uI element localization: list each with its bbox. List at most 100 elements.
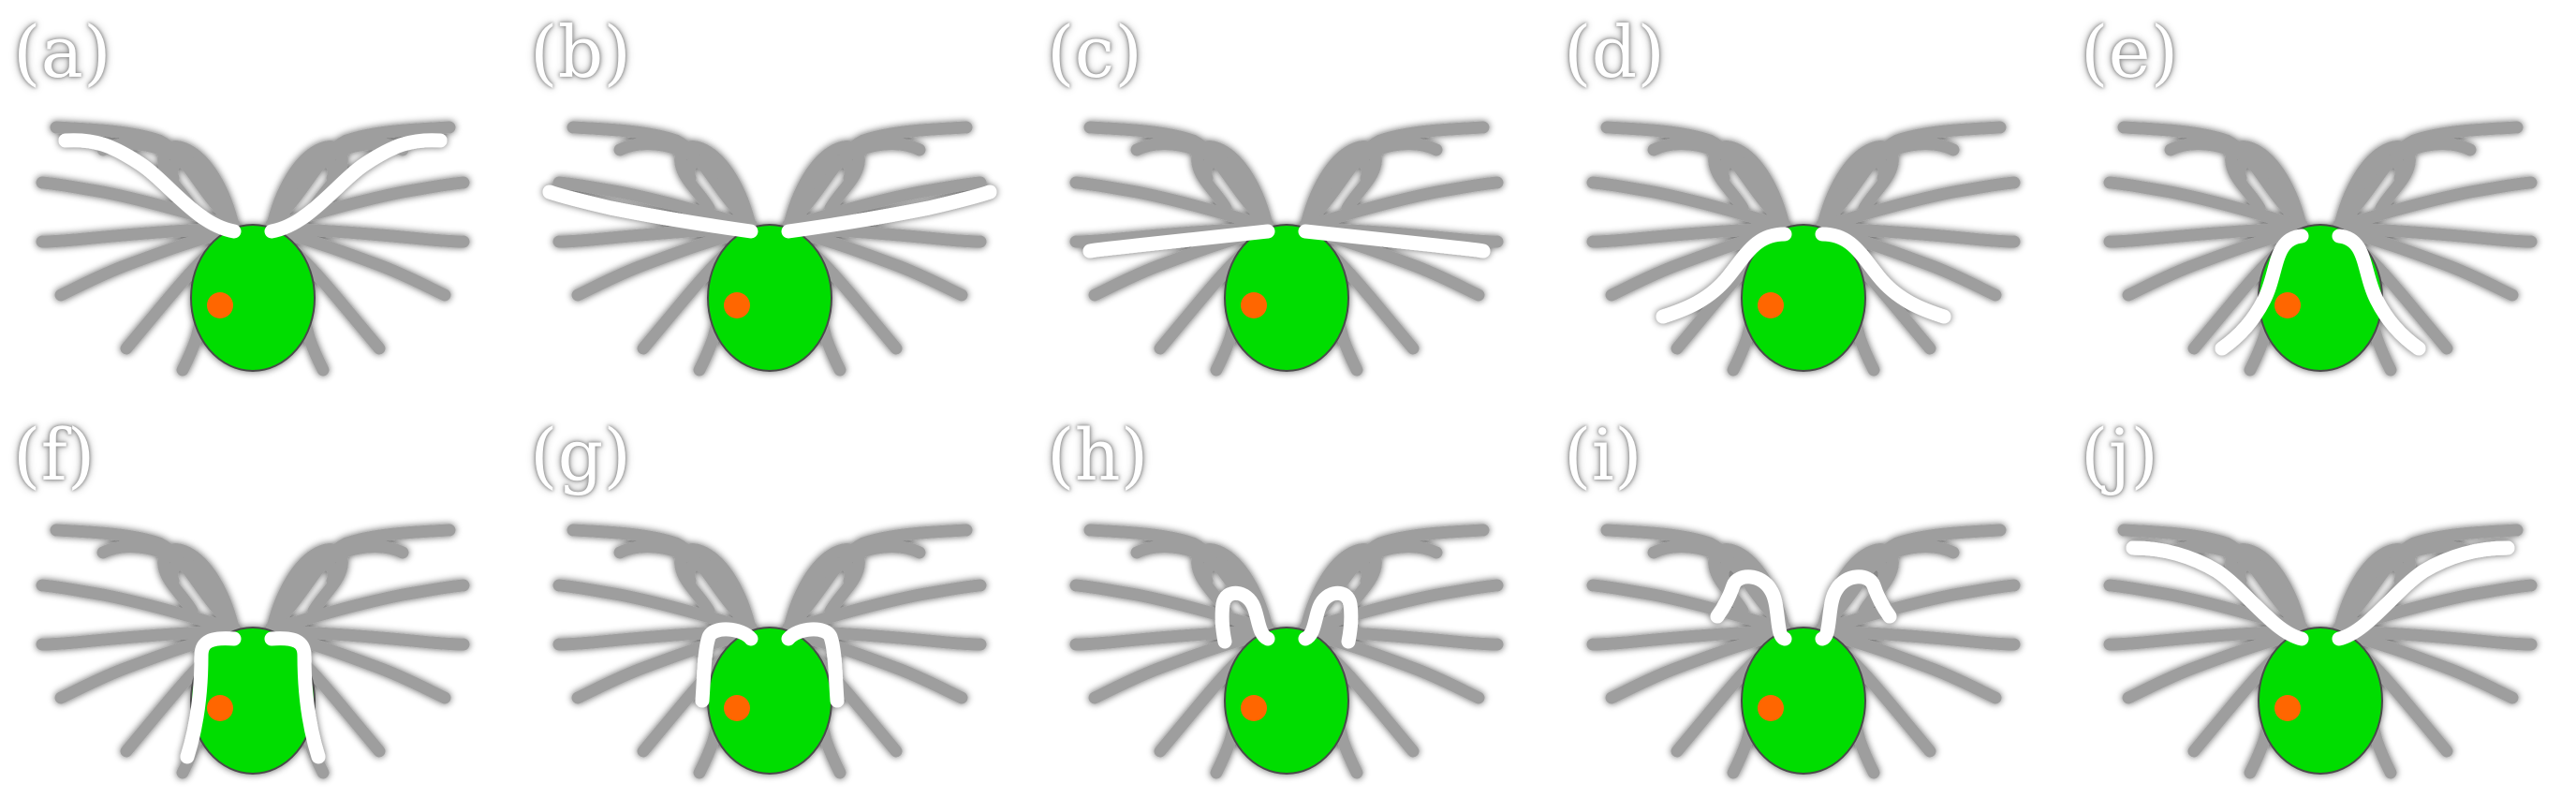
beating-flagella [1082, 224, 1491, 259]
cell-body [1741, 627, 1866, 775]
flagellum [96, 138, 241, 231]
beating-flagella [58, 133, 448, 239]
flagellum [36, 222, 241, 248]
flagellum [96, 540, 241, 634]
flagellum [1647, 138, 1791, 231]
flagellum [1816, 540, 1960, 634]
eyespot [207, 695, 233, 721]
flagellum [36, 579, 241, 636]
beating-flagellum-right [264, 631, 326, 764]
flagellum [613, 540, 758, 634]
flagellum [1069, 625, 1274, 651]
panel-g: (g) [517, 403, 1023, 796]
panel-label: (a) [13, 10, 111, 94]
beating-flagellum-left [180, 631, 242, 764]
flagellum [1586, 222, 1791, 248]
flagellum [2333, 627, 2519, 704]
beating-flagellum-left [1656, 227, 1792, 324]
flagellum [265, 625, 470, 651]
flagellum [1816, 155, 1891, 235]
flagellum [782, 540, 926, 634]
beating-flagellum-right [781, 185, 997, 239]
beating-flagellum-left [2126, 540, 2309, 646]
cell-illustration [1069, 121, 1504, 377]
flagellum [2122, 627, 2308, 704]
cell-body [707, 224, 832, 372]
beating-flagellum-left [542, 185, 758, 239]
flagellum [1816, 176, 2021, 233]
flagellum [2164, 138, 2308, 231]
flagellum [683, 557, 758, 638]
flagellum [1069, 579, 1274, 636]
beating-flagella [1214, 585, 1359, 649]
flagellum [1647, 540, 1791, 634]
flagellum [1586, 625, 1791, 651]
beating-flagellum-right [2332, 229, 2426, 356]
beating-flagellum-right [264, 133, 448, 239]
eyespot [1758, 292, 1784, 318]
flagellum [2333, 557, 2407, 638]
flagellum [1816, 627, 2002, 704]
panel-label: (c) [1047, 10, 1142, 94]
beating-flagellum-left [1214, 585, 1275, 649]
beating-flagella [2126, 540, 2515, 646]
panel-d: (d) [1551, 0, 2056, 393]
beating-flagellum-right [1815, 227, 1951, 324]
flagellum [552, 579, 758, 636]
flagellum [782, 155, 857, 235]
flagellum [2333, 625, 2538, 651]
beating-flagellum-left [1082, 224, 1275, 259]
flagellum [613, 138, 758, 231]
panel-label: (j) [2081, 413, 2158, 496]
panel-b: (b) [517, 0, 1023, 393]
flagellum [2333, 176, 2538, 233]
beating-flagellum-right [1298, 585, 1359, 649]
cell-illustration [2103, 524, 2538, 779]
panel-label: (f) [13, 413, 96, 496]
beating-flagellum-left [695, 622, 758, 708]
flagellum [1586, 579, 1791, 636]
panel-label: (i) [1564, 413, 1642, 496]
eyespot [2274, 695, 2301, 721]
eyespot [1758, 695, 1784, 721]
flagellum [2333, 224, 2519, 302]
beating-flagella [180, 631, 326, 764]
beating-flagellum-right [781, 622, 845, 708]
flagellum [2103, 625, 2308, 651]
flagellum [1816, 625, 2021, 651]
flagellum [1299, 155, 1374, 235]
flagellum [265, 222, 470, 248]
flagellum [1299, 579, 1504, 636]
flagellum [265, 540, 409, 634]
flagellum [1586, 176, 1791, 233]
flagellum [2233, 155, 2308, 235]
flagellum [1816, 138, 1960, 231]
beating-flagella [695, 622, 845, 708]
flagellum [782, 579, 987, 636]
flagellum [265, 557, 340, 638]
flagellum [683, 155, 758, 235]
beating-flagella [1710, 569, 1897, 646]
flagellum [2333, 540, 2477, 634]
eyespot [1241, 695, 1267, 721]
flagellum [1130, 138, 1274, 231]
eyespot [724, 695, 750, 721]
flagellum [782, 627, 968, 704]
panel-i: (i) [1551, 403, 2056, 796]
cell-body [190, 627, 316, 775]
cell-illustration [1586, 121, 2021, 377]
beating-flagellum-right [1298, 224, 1491, 259]
flagellum [571, 224, 758, 302]
cell-illustration [1069, 524, 1504, 779]
flagellum [2122, 224, 2308, 302]
flagellum [782, 557, 857, 638]
flagellum [265, 224, 451, 302]
flagellum [2233, 557, 2308, 638]
flagellum [1299, 625, 1504, 651]
flagellum [1816, 222, 2021, 248]
beating-flagella [2215, 229, 2426, 356]
beating-flagellum-left [2215, 229, 2309, 356]
flagellum [1200, 155, 1274, 235]
panel-j: (j) [2068, 403, 2573, 796]
